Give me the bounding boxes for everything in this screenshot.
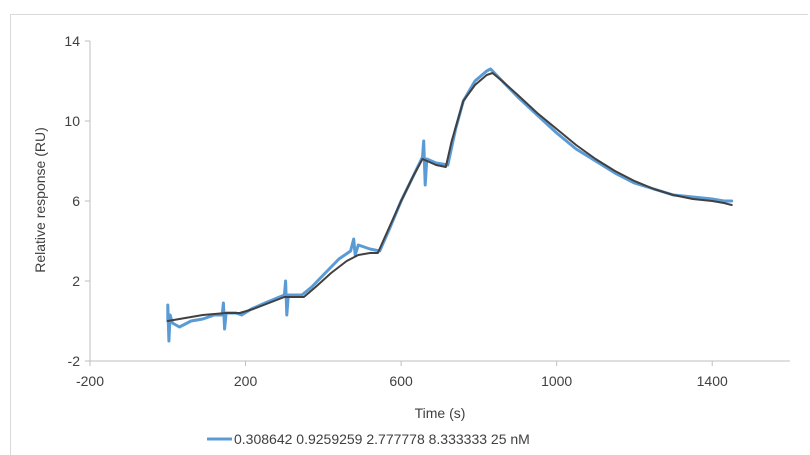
axes bbox=[85, 40, 790, 366]
x-tick-label: 600 bbox=[389, 373, 413, 389]
y-axis-title: Relative response (RU) bbox=[32, 127, 48, 273]
legend: 0.308642 0.9259259 2.777778 8.333333 25 … bbox=[207, 431, 530, 447]
legend-label: 0.308642 0.9259259 2.777778 8.333333 25 … bbox=[234, 431, 530, 447]
x-tick-label: 1000 bbox=[541, 373, 572, 389]
x-axis-title: Time (s) bbox=[415, 405, 466, 421]
series-line-measured bbox=[166, 67, 734, 343]
tick-labels: -2 2 6 10 14 -200 200 600 1000 1400 bbox=[64, 33, 728, 389]
y-tick-label: 10 bbox=[64, 113, 80, 129]
plot-area bbox=[166, 67, 734, 343]
y-tick-label: 14 bbox=[64, 33, 80, 49]
x-tick-label: 1400 bbox=[697, 373, 728, 389]
series-line-fit bbox=[166, 72, 733, 322]
x-tick-label: 200 bbox=[234, 373, 258, 389]
chart-frame bbox=[10, 14, 808, 455]
y-tick-label: 6 bbox=[72, 193, 80, 209]
y-tick-label: 2 bbox=[72, 273, 80, 289]
x-tick-label: -200 bbox=[76, 373, 104, 389]
y-tick-label: -2 bbox=[68, 353, 81, 369]
